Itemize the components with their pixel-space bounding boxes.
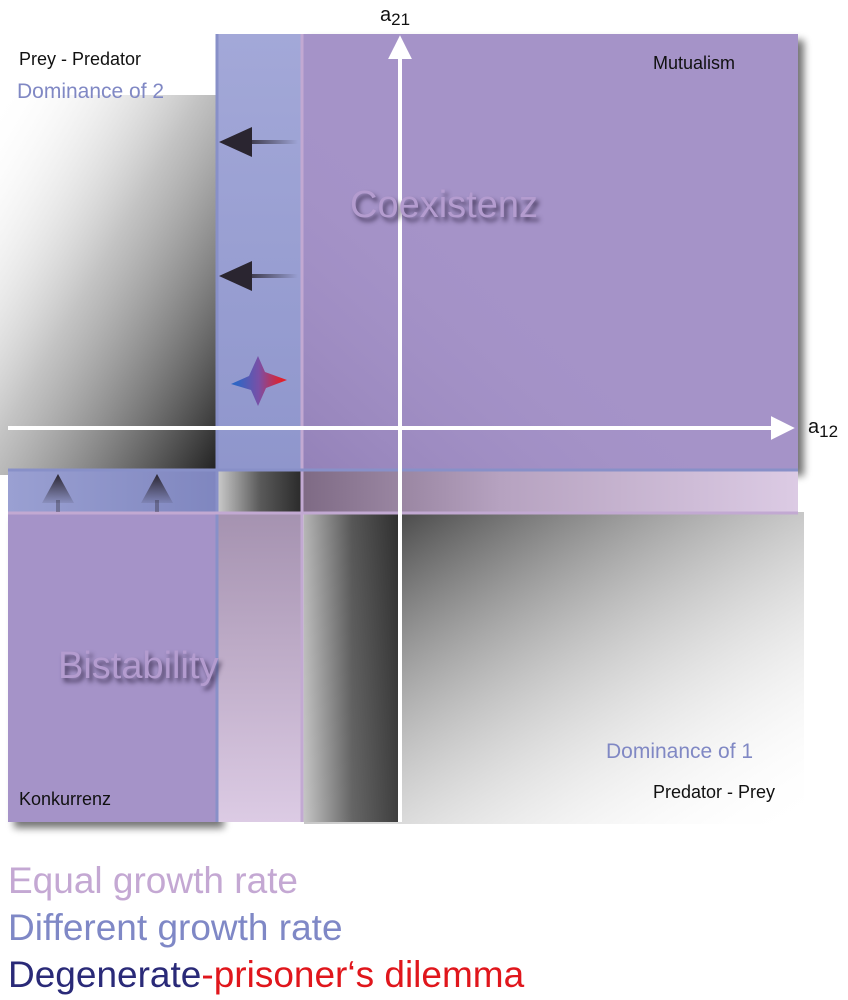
legend-degenerate: Degenerate <box>8 954 202 995</box>
konkurrenz-label: Konkurrenz <box>19 789 112 809</box>
arrow-left-upper <box>219 127 298 157</box>
predator-prey-label: Predator - Prey <box>653 782 776 802</box>
shadow-top-left <box>0 95 222 475</box>
legend-prisoners-dilemma: -prisoner‘s dilemma <box>201 954 525 995</box>
mutualism-label: Mutualism <box>653 53 736 73</box>
prey-predator-label: Prey - Predator <box>19 49 142 69</box>
boundary-lines <box>8 34 798 822</box>
dominance-of-1-label: Dominance of 1 <box>606 740 754 763</box>
center-dark-cell <box>218 470 302 512</box>
equal-growth-band-vertical <box>218 512 302 822</box>
dark-vertical-strip <box>302 512 402 822</box>
arrow-left-lower <box>219 261 298 291</box>
prisoners-dilemma-star-icon <box>231 356 287 406</box>
legend-different-growth: Different growth rate <box>8 907 343 948</box>
dominance-1-band-left <box>8 470 218 512</box>
dominance-of-2-label: Dominance of 2 <box>17 80 165 103</box>
coexistence-label: Coexistenz <box>350 184 538 226</box>
arrow-up-left <box>42 474 74 512</box>
bistability-region <box>8 512 218 822</box>
coexistence-region-shade <box>302 34 798 470</box>
bistability-label: Bistability <box>58 645 219 687</box>
x-axis-label: a12 <box>808 416 839 441</box>
dominance-2-band <box>217 34 302 470</box>
equal-growth-band-horizontal <box>302 470 798 512</box>
y-axis-label: a21 <box>380 4 411 29</box>
legend-degenerate-prisoners-dilemma: Degenerate-prisoner‘s dilemma <box>8 954 524 996</box>
legend-equal-growth: Equal growth rate <box>8 860 299 901</box>
arrow-up-right <box>141 474 173 512</box>
